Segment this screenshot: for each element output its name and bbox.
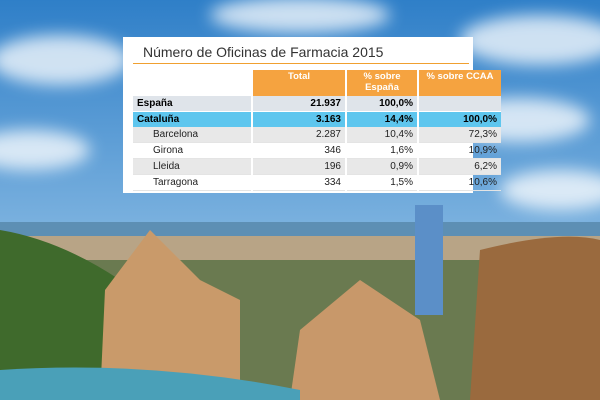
column-header: % sobre CCAA xyxy=(417,70,501,96)
row-label: Girona xyxy=(133,142,252,159)
row-label: Cataluña xyxy=(133,111,252,127)
cell: 334 xyxy=(251,174,346,191)
cell: 0,9% xyxy=(345,158,418,175)
column-header: % sobre España xyxy=(345,70,418,96)
header-row: Total% sobre España% sobre CCAA xyxy=(133,70,501,96)
cell: 3.163 xyxy=(251,111,346,127)
cell: 6,2% xyxy=(417,158,501,175)
cell: 1,5% xyxy=(345,174,418,191)
row-label: Lleida xyxy=(133,158,252,175)
empty-cell xyxy=(417,96,501,112)
cell: 1,6% xyxy=(345,142,418,159)
table-row: Barcelona 2.287 10,4% 72,3% xyxy=(133,127,501,143)
cell: 14,4% xyxy=(345,111,418,127)
cell: 2.287 xyxy=(251,127,346,143)
row-label: Barcelona xyxy=(133,127,252,143)
cell: 72,3% xyxy=(417,127,501,143)
cell: 346 xyxy=(251,142,346,159)
table-row: Girona 346 1,6% 10,9% xyxy=(133,142,501,159)
table-row: Cataluña 3.163 14,4% 100,0% xyxy=(133,111,501,127)
table-title: Número de Oficinas de Farmacia 2015 xyxy=(133,43,469,64)
row-label: Tarragona xyxy=(133,174,252,191)
cell: 196 xyxy=(251,158,346,175)
column-header: Total xyxy=(251,70,346,96)
table-card: Número de Oficinas de Farmacia 2015 Tota… xyxy=(123,37,501,193)
data-table: Total% sobre España% sobre CCAA España 21… xyxy=(133,70,501,191)
cell: 10,9% xyxy=(417,142,501,159)
cell: 10,6% xyxy=(417,174,501,191)
header-blank xyxy=(133,70,252,96)
table-body: España 21.937 100,0% Cataluña 3.163 14,4% 100,… xyxy=(133,96,501,191)
table-row: Lleida 196 0,9% 6,2% xyxy=(133,158,501,175)
row-label: España xyxy=(133,96,252,112)
table-row: España 21.937 100,0% xyxy=(133,96,501,112)
table-row: Tarragona 334 1,5% 10,6% xyxy=(133,174,501,191)
cell: 100,0% xyxy=(345,96,418,112)
cell: 100,0% xyxy=(417,111,501,127)
cell: 21.937 xyxy=(251,96,346,112)
cell: 10,4% xyxy=(345,127,418,143)
